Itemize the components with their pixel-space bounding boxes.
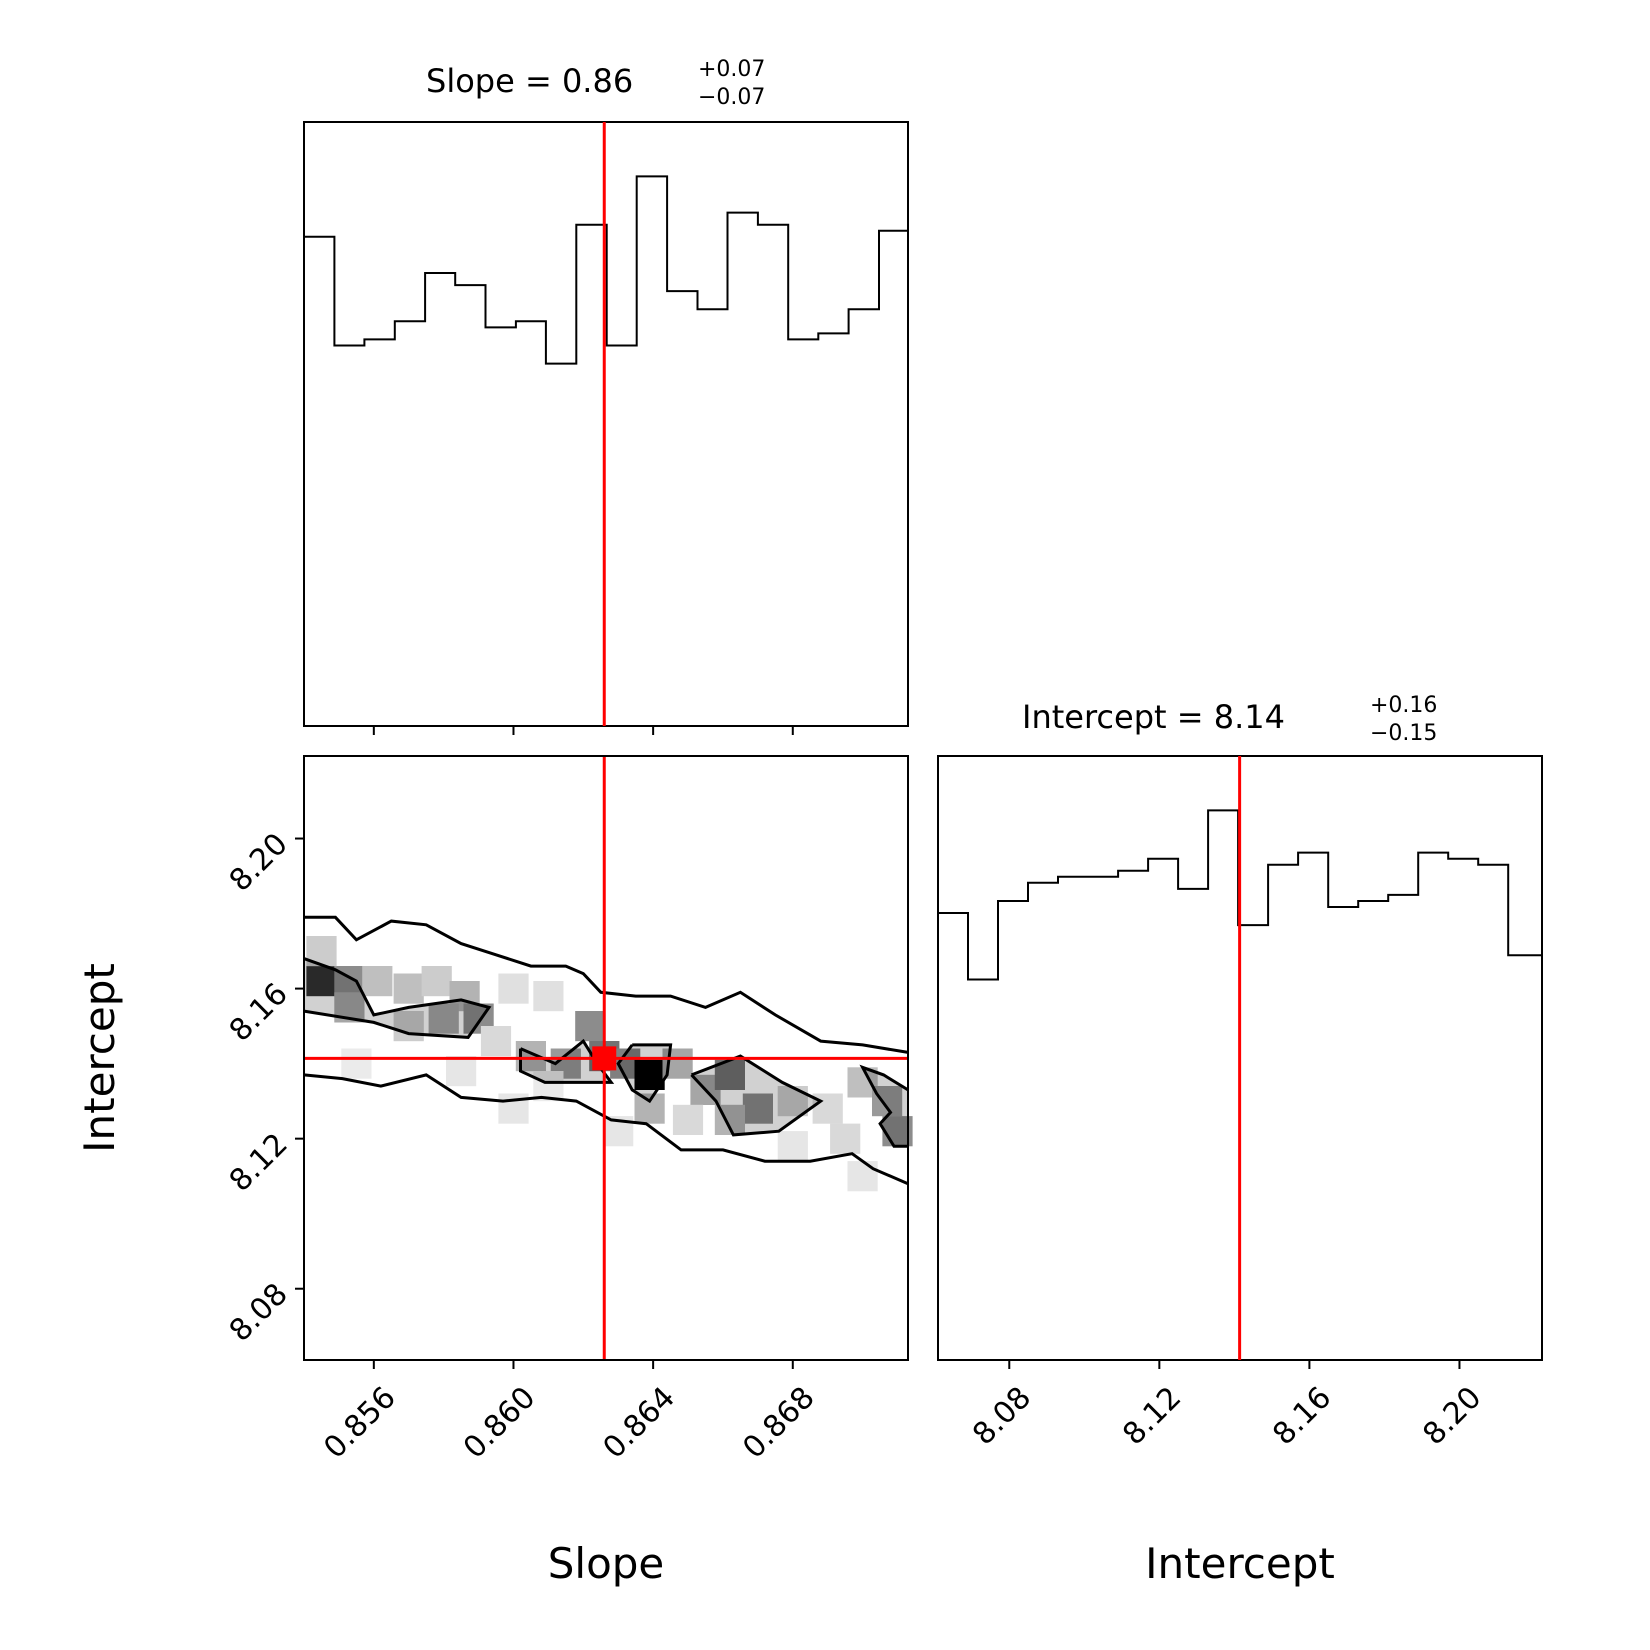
- density-cell: [428, 1003, 459, 1034]
- joint-density-cells: [306, 936, 913, 1192]
- density-cell: [393, 973, 424, 1004]
- density-cell: [362, 966, 393, 997]
- density-cell: [575, 1011, 606, 1042]
- density-cell: [341, 1048, 372, 1079]
- joint-ytick-label: 8.16: [223, 977, 295, 1049]
- inner-contour-line: [690, 1054, 824, 1137]
- joint-truth-marker: [592, 1046, 617, 1071]
- density-cell: [533, 981, 564, 1012]
- density-cell: [446, 1056, 477, 1087]
- slope-histogram-panel: Slope = 0.86 +0.07 −0.07: [303, 57, 909, 735]
- joint-xtick-label: 0.860: [457, 1380, 542, 1465]
- slope-title-plus: +0.07: [698, 57, 765, 82]
- joint-xtick-label: 0.864: [597, 1380, 682, 1465]
- slope-hist-frame: [303, 121, 909, 727]
- density-cell: [777, 1131, 808, 1162]
- intercept-xlabel: Intercept: [1145, 1539, 1335, 1588]
- intercept-hist-xtick-label: 8.08: [966, 1380, 1038, 1452]
- density-cell: [742, 1093, 773, 1124]
- density-cell: [306, 966, 337, 997]
- slope-title-minus: −0.07: [698, 85, 765, 110]
- joint-ytick-label: 8.12: [223, 1127, 295, 1199]
- slope-hist-step-line: [304, 175, 908, 365]
- joint-contours: [303, 915, 909, 1186]
- density-cell: [533, 1071, 564, 1102]
- inner-contour-line: [303, 957, 492, 1039]
- density-cell: [393, 1011, 424, 1042]
- intercept-hist-xticks: 8.08 8.12 8.16 8.20: [966, 1360, 1488, 1452]
- joint-ytick-label: 8.08: [223, 1277, 295, 1349]
- slope-hist-title: Slope = 0.86: [426, 62, 633, 100]
- intercept-hist-step-line: [938, 809, 1542, 981]
- slope-title-main: Slope = 0.86: [426, 62, 633, 100]
- joint-xlabel: Slope: [548, 1539, 665, 1588]
- density-cell: [847, 1161, 878, 1192]
- density-cell: [830, 1123, 861, 1154]
- slope-hist-xticks: [372, 726, 794, 735]
- joint-ytick-label: 8.20: [223, 827, 295, 899]
- inner-contour-line: [616, 1043, 673, 1104]
- intercept-hist-title: Intercept = 8.14: [1022, 698, 1285, 736]
- joint-xtick-label: 0.856: [317, 1380, 402, 1465]
- joint-xtick-label: 0.868: [736, 1380, 821, 1465]
- joint-xticks: 0.856 0.860 0.864 0.868: [317, 1360, 822, 1466]
- intercept-title-minus: −0.15: [1370, 721, 1437, 746]
- density-cell: [421, 966, 452, 997]
- outer-contour-line: [303, 1073, 909, 1186]
- intercept-histogram-panel: 8.08 8.12 8.16 8.20 Intercept = 8.14 +0.16 …: [937, 693, 1543, 1588]
- density-cell: [498, 973, 529, 1004]
- inner-contour-line: [859, 1064, 909, 1148]
- joint-panel: 0.856 0.860 0.864 0.868 8.08 8.12 8.16 8.20 Sl…: [75, 755, 913, 1588]
- joint-frame: [303, 755, 909, 1361]
- intercept-title-plus: +0.16: [1370, 693, 1437, 718]
- intercept-hist-xtick-label: 8.20: [1416, 1380, 1488, 1452]
- joint-yticks: 8.08 8.12 8.16 8.20: [223, 827, 304, 1349]
- intercept-hist-xtick-label: 8.16: [1266, 1380, 1338, 1452]
- density-cell: [872, 1086, 903, 1117]
- density-cell: [672, 1104, 704, 1135]
- outer-contour-line: [304, 915, 909, 1054]
- intercept-hist-xtick-label: 8.12: [1116, 1380, 1188, 1452]
- density-cell: [480, 1026, 512, 1057]
- intercept-title-main: Intercept = 8.14: [1022, 698, 1285, 736]
- joint-ylabel: Intercept: [75, 963, 124, 1153]
